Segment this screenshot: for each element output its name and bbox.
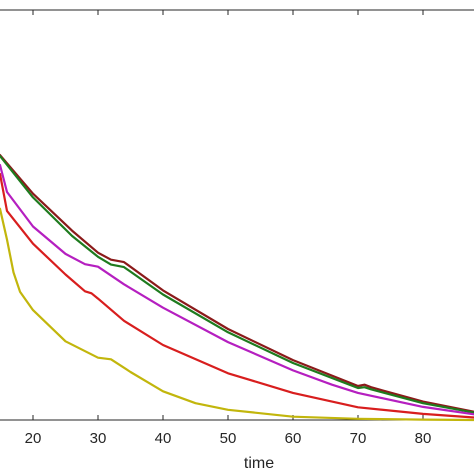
series-line-5 [0,207,474,422]
x-tick-label: 30 [90,430,107,447]
series-line-1 [0,154,474,413]
x-axis-title: time [244,455,274,472]
x-tick-label: 40 [155,430,172,447]
series-line-2 [0,154,474,414]
x-tick-label: 70 [350,430,367,447]
x-tick-label: 20 [25,430,42,447]
x-tick-label: 80 [415,430,432,447]
x-axis-ticks: 20 30 40 50 60 70 80 [25,10,432,447]
series-line-3 [0,163,474,416]
x-tick-label: 50 [220,430,237,447]
chart-series [0,154,474,422]
x-tick-label: 60 [285,430,302,447]
series-line-4 [0,172,474,419]
